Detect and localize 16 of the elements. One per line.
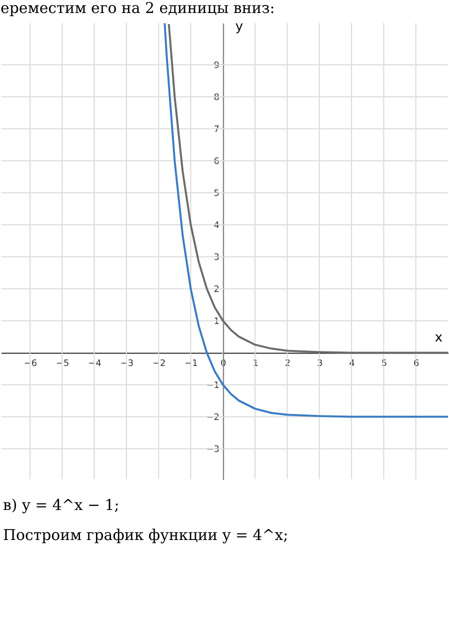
- x-axis-title: x: [434, 330, 443, 346]
- text: в) y = 4^x − 1;: [2, 496, 120, 514]
- y-tick-label: −1: [206, 381, 220, 392]
- y-tick-label: 1: [214, 317, 220, 328]
- y-tick-label: −2: [206, 413, 220, 424]
- text: Построим график функции y = 4^x;: [2, 526, 288, 544]
- x-tick-label: −2: [152, 359, 166, 370]
- x-tick-label: −3: [120, 359, 134, 370]
- line-series: [164, 23, 448, 418]
- y-axis-title: y: [235, 20, 244, 35]
- chart-title: ереместим его на 2 единицы вниз:: [0, 0, 275, 18]
- x-tick-label: −5: [56, 359, 70, 370]
- x-tick-label: −4: [88, 359, 102, 370]
- line-series: [168, 23, 448, 354]
- x-tick-label: −1: [184, 359, 198, 370]
- x-tick-label: −6: [24, 359, 38, 370]
